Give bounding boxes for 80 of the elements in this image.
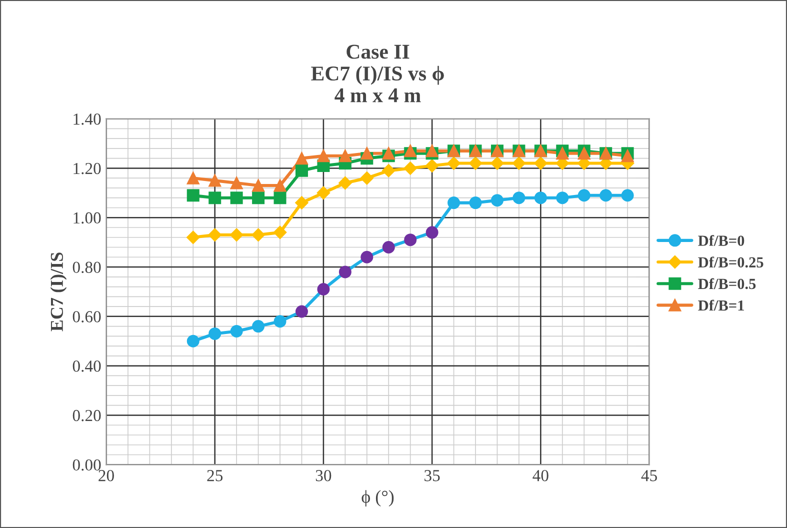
y-axis-title: EC7 (I)/IS [50, 252, 67, 332]
point [490, 156, 504, 170]
point [360, 172, 374, 185]
point [621, 150, 634, 162]
point [316, 186, 330, 200]
point [534, 156, 548, 170]
legend-label: Df/B=0 [698, 235, 744, 246]
point [252, 228, 265, 242]
point [295, 305, 308, 318]
point [382, 241, 395, 254]
point [556, 147, 569, 160]
point [360, 147, 374, 160]
point [382, 147, 395, 160]
y-tick-label: 1.40 [74, 114, 101, 125]
point [382, 164, 396, 178]
point [230, 176, 243, 190]
x-axis-title: ϕ (°) [362, 490, 394, 507]
point [426, 144, 438, 158]
point [490, 194, 504, 207]
point [208, 327, 222, 340]
point [186, 172, 200, 184]
y-tick-label: 1.20 [74, 162, 101, 174]
point [208, 192, 222, 204]
point [448, 196, 460, 210]
y-tick-label: 0.00 [72, 459, 101, 471]
point [469, 196, 482, 210]
point [556, 192, 569, 204]
point [295, 164, 308, 177]
point [317, 150, 330, 162]
point [468, 156, 482, 170]
point [447, 156, 460, 170]
point [317, 283, 330, 296]
point [186, 230, 200, 244]
point [338, 176, 352, 190]
point [252, 192, 265, 204]
point [600, 189, 612, 202]
point [426, 226, 438, 239]
x-tick-label: 30 [316, 470, 332, 482]
point [512, 156, 526, 170]
point [512, 192, 526, 204]
point [295, 196, 308, 210]
point [338, 266, 352, 278]
point [186, 334, 200, 348]
point [578, 189, 590, 202]
point [534, 192, 547, 204]
point [273, 226, 287, 240]
point [404, 144, 417, 158]
point [578, 147, 590, 160]
x-tick-label: 45 [641, 470, 657, 482]
point [621, 189, 634, 202]
point [208, 228, 222, 242]
y-tick-label: 0.20 [72, 410, 101, 422]
x-tick-label: 20 [98, 470, 114, 482]
x-tick-label: 40 [532, 470, 548, 482]
point [295, 152, 308, 165]
point [252, 179, 265, 192]
x-tick-label: 25 [207, 470, 223, 482]
point [230, 228, 244, 242]
chart-title: Case II EC7 (I)/IS vs ϕ 4 m x 4 m [311, 44, 444, 102]
point [274, 179, 286, 192]
point [252, 320, 265, 333]
point [186, 189, 200, 202]
legend-label: Df/B=1 [698, 300, 744, 311]
point [208, 174, 222, 187]
y-tick-label: 0.40 [72, 360, 101, 372]
point [404, 234, 417, 246]
point [360, 250, 374, 264]
point [230, 324, 243, 338]
y-tick-label: 0.80 [72, 262, 101, 274]
legend-label: Df/B=0.5 [698, 278, 756, 290]
legend-label: Df/B=0.25 [698, 256, 764, 268]
point [274, 315, 286, 328]
point [230, 192, 243, 204]
point [338, 150, 352, 162]
y-tick-label: 1.00 [74, 212, 101, 224]
y-tick-label: 0.60 [72, 311, 101, 322]
point [404, 162, 417, 175]
x-tick-label: 35 [424, 470, 440, 482]
point [274, 192, 286, 204]
point [425, 159, 439, 172]
